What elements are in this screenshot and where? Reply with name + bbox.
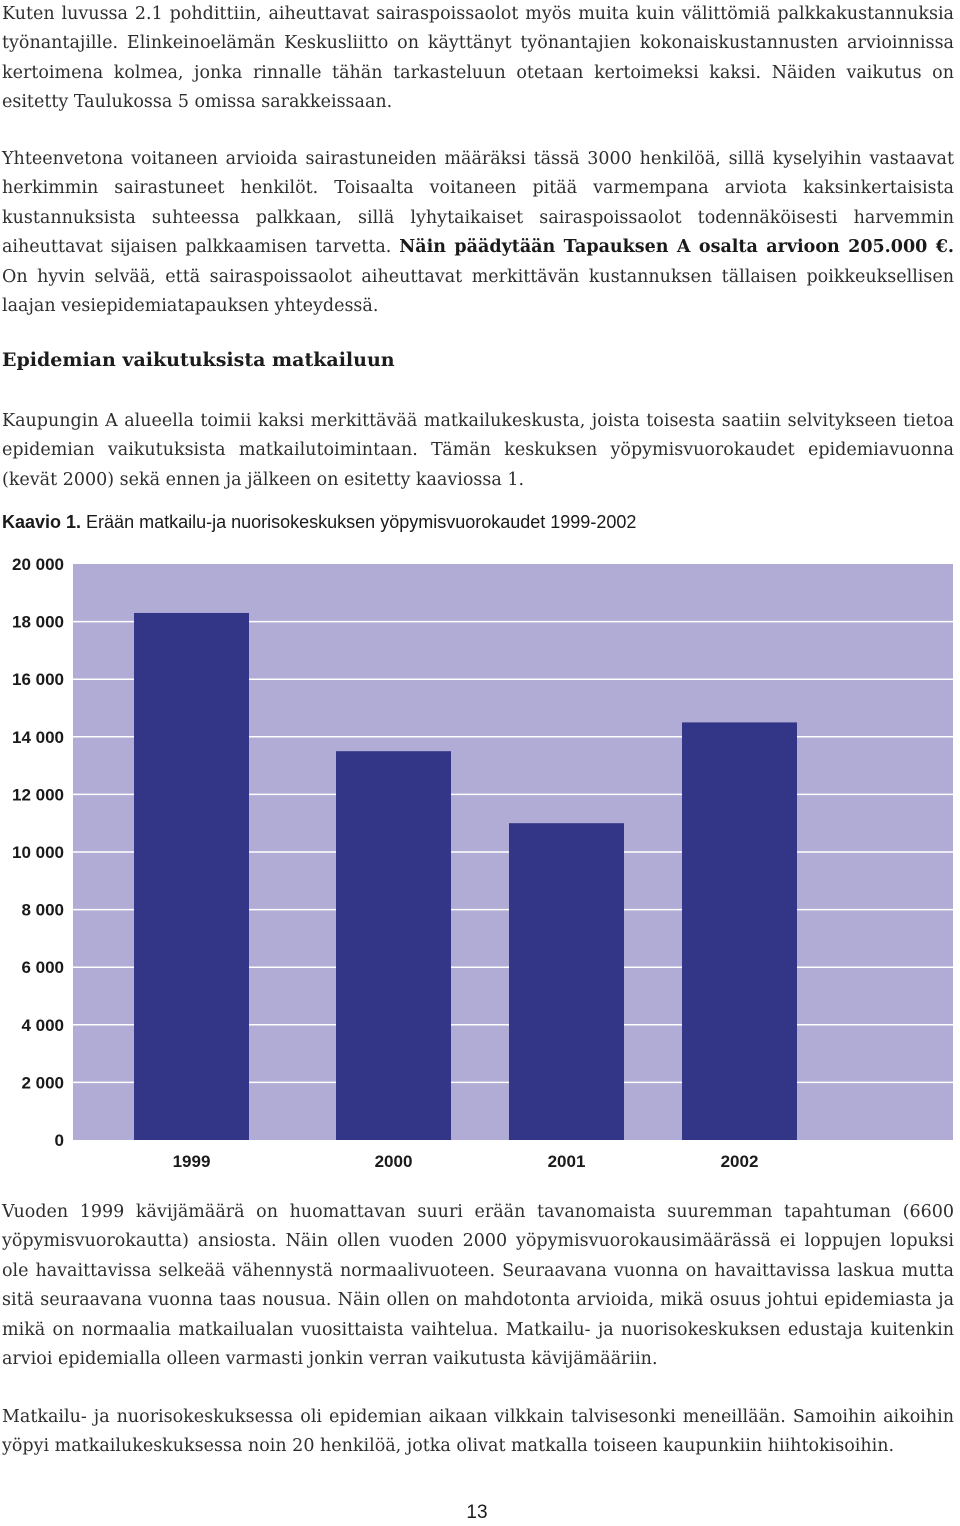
chart-caption-label: Kaavio 1. [2, 512, 82, 532]
summary-paragraph: Yhteenvetona voitaneen arvioida sairastu… [2, 145, 954, 321]
intro-paragraph: Kuten luvussa 2.1 pohdittiin, aiheuttava… [2, 4, 954, 113]
bar-2001 [509, 823, 624, 1140]
y-tick-label: 2 000 [21, 1073, 64, 1092]
summary-text-start: Yhteenvetona voitaneen arvioida sairastu… [2, 149, 954, 258]
summary-conclusion: Näin päädytään Tapauksen A osalta arvioo… [399, 237, 955, 258]
y-tick-label: 12 000 [12, 785, 64, 804]
y-tick-label: 0 [55, 1131, 64, 1150]
y-tick-label: 14 000 [12, 728, 64, 747]
y-tick-label: 16 000 [12, 670, 64, 689]
bar-2002 [682, 722, 797, 1140]
section-heading: Epidemian vaikutuksista matkailuun [2, 349, 395, 371]
y-tick-label: 4 000 [21, 1016, 64, 1035]
analysis-paragraph: Vuoden 1999 kävijämäärä on huomattavan s… [2, 1202, 954, 1370]
y-tick-label: 6 000 [21, 958, 64, 977]
y-axis-labels: 0 2 000 4 000 6 000 8 000 10 000 12 000 14 000 1… [12, 555, 64, 1150]
chart-caption: Kaavio 1. Erään matkailu-ja nuorisokesku… [2, 512, 636, 533]
tourism-paragraph: Kaupungin A alueella toimii kaksi merkit… [2, 411, 954, 490]
y-tick-label: 8 000 [21, 901, 64, 920]
bar-chart: 0 2 000 4 000 6 000 8 000 10 000 12 000 14 000 1… [12, 555, 953, 1171]
x-tick-label: 2002 [721, 1152, 759, 1171]
x-tick-label: 1999 [173, 1152, 211, 1171]
y-tick-label: 18 000 [12, 613, 64, 632]
x-tick-label: 2000 [375, 1152, 413, 1171]
x-axis-labels: 1999 2000 2001 2002 [173, 1152, 759, 1171]
bar-2000 [336, 751, 451, 1140]
y-tick-label: 20 000 [12, 555, 64, 574]
y-tick-label: 10 000 [12, 843, 64, 862]
page-number: 13 [466, 1502, 488, 1523]
season-paragraph: Matkailu- ja nuorisokeskuksessa oli epid… [2, 1407, 954, 1457]
x-tick-label: 2001 [548, 1152, 586, 1171]
bars [134, 612, 797, 1140]
chart-caption-text: Erään matkailu-ja nuorisokeskuksen yöpym… [81, 512, 637, 532]
bar-1999 [134, 612, 249, 1140]
summary-text-end: On hyvin selvää, että sairaspoissaolot a… [2, 266, 954, 317]
